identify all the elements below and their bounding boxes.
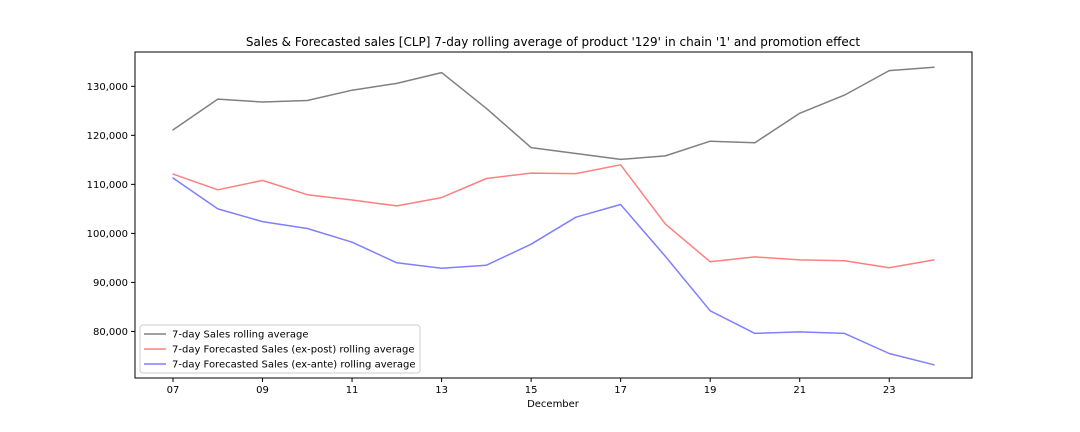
y-axis: 80,000 90,000 100,000 110,000 120,000 130,000	[87, 82, 135, 338]
legend-label-1: 7-day Sales rolling average	[172, 330, 308, 341]
series-line-2	[172, 164, 935, 269]
x-axis-label: December	[527, 399, 580, 410]
y-tick-label: 120,000	[87, 131, 128, 142]
series-line-1	[172, 66, 935, 161]
legend-label-3: 7-day Forecasted Sales (ex-ante) rolling…	[172, 360, 416, 371]
y-tick-label: 130,000	[87, 82, 128, 93]
legend-label-2: 7-day Forecasted Sales (ex-post) rolling…	[172, 345, 415, 356]
x-tick-label: 19	[704, 385, 717, 396]
x-tick-label: 13	[435, 385, 448, 396]
x-axis: 07 09 11 13 15 17 19 21 23	[167, 378, 896, 396]
x-tick-label: 23	[883, 385, 896, 396]
plot-area	[172, 66, 935, 366]
x-tick-label: 07	[167, 385, 180, 396]
x-tick-label: 15	[525, 385, 538, 396]
x-tick-label: 09	[256, 385, 269, 396]
chart-title: Sales & Forecasted sales [CLP] 7-day rol…	[246, 35, 860, 49]
plot-frame	[134, 51, 973, 379]
legend-box	[139, 324, 421, 374]
series-line-3	[172, 177, 935, 366]
y-tick-label: 110,000	[87, 180, 128, 191]
x-tick-label: 11	[346, 385, 359, 396]
y-tick-label: 100,000	[87, 229, 128, 240]
x-tick-label: 21	[793, 385, 806, 396]
y-tick-label: 80,000	[93, 327, 128, 338]
legend: 7-day Sales rolling average 7-day Forecas…	[139, 324, 421, 374]
y-tick-label: 90,000	[93, 278, 128, 289]
x-tick-label: 17	[614, 385, 627, 396]
